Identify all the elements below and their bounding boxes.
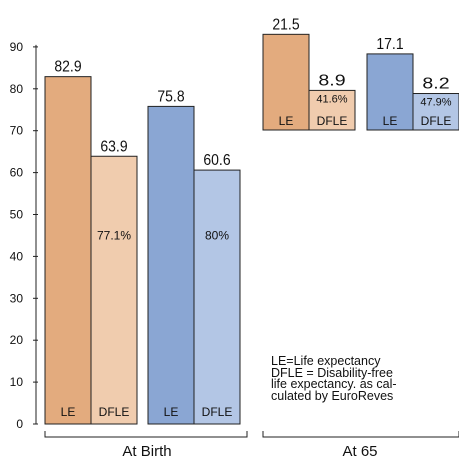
bar-category-label: LE [279, 114, 294, 128]
legend-note-line: culated by EuroReves [271, 388, 394, 403]
y-tick-label: 10 [10, 375, 24, 389]
bar-value-label: 8.9 [318, 72, 345, 89]
bar-value-label: 60.6 [203, 152, 230, 169]
bar-value-label: 21.5 [272, 16, 299, 33]
bar-le [147, 105, 195, 425]
bar-category-label: LE [61, 405, 76, 419]
bar-value-label: 75.8 [157, 88, 184, 105]
bar-percent-label: 80% [205, 228, 229, 242]
legend-note-line: LE=Life expectancy [271, 354, 381, 368]
y-tick-label: 0 [16, 417, 23, 431]
bar-dfle [193, 169, 241, 425]
bar-value-label: 8.2 [422, 76, 449, 93]
x-axis: At Birth At 65 [44, 431, 459, 458]
group-label: At 65 [342, 443, 377, 458]
bar-category-label: DFLE [99, 405, 130, 419]
bar-dfle [308, 89, 356, 131]
bar-value-label: 17.1 [376, 36, 403, 53]
bar-category-label: DFLE [317, 114, 348, 128]
bar-percent-label: 47.9% [420, 97, 451, 109]
bar-category-label: DFLE [421, 114, 452, 128]
bar-category-label: LE [383, 114, 398, 128]
bar-percent-label: 77.1% [97, 228, 131, 242]
y-tick-label: 20 [10, 333, 24, 347]
y-tick-label: 30 [10, 291, 24, 305]
group-bracket [262, 431, 459, 438]
bar-dfle [90, 155, 138, 425]
bar-category-label: LE [164, 405, 179, 419]
y-tick-label: 70 [10, 124, 24, 138]
bar-percent-label: 41.6% [316, 93, 347, 105]
y-tick-label: 80 [10, 82, 24, 96]
bars-at-birth: 82.9 LE 63.9 DFLE 77.1% 75.8 LE 60.6 DFLE 80% [44, 59, 241, 425]
legend-note: LE=Life expectancy DFLE = Disability-fre… [271, 354, 459, 403]
y-tick-label: 50 [10, 208, 24, 222]
bar-le [262, 33, 310, 131]
legend-note-line: DFLE = Disability-free [271, 365, 393, 380]
y-tick-label: 40 [10, 249, 24, 263]
legend-note-line: life expectancy. as cal- [271, 377, 397, 391]
bar-value-label: 82.9 [54, 59, 81, 76]
group-bracket [44, 431, 248, 438]
bar-le [366, 53, 414, 131]
bar-category-label: DFLE [202, 405, 233, 419]
bar-value-label: 63.9 [100, 138, 127, 155]
y-axis: 0 10 20 30 40 50 60 70 80 90 [10, 40, 38, 431]
y-tick-label: 60 [10, 166, 24, 180]
bar-le [44, 76, 92, 425]
bar-dfle [412, 93, 459, 131]
group-label: At Birth [122, 443, 171, 458]
y-tick-label: 90 [10, 40, 24, 54]
bars-at-65: 21.5 LE 8.9 DFLE 41.6% 17.1 LE 8.2 DFLE 47.9% [262, 16, 459, 131]
